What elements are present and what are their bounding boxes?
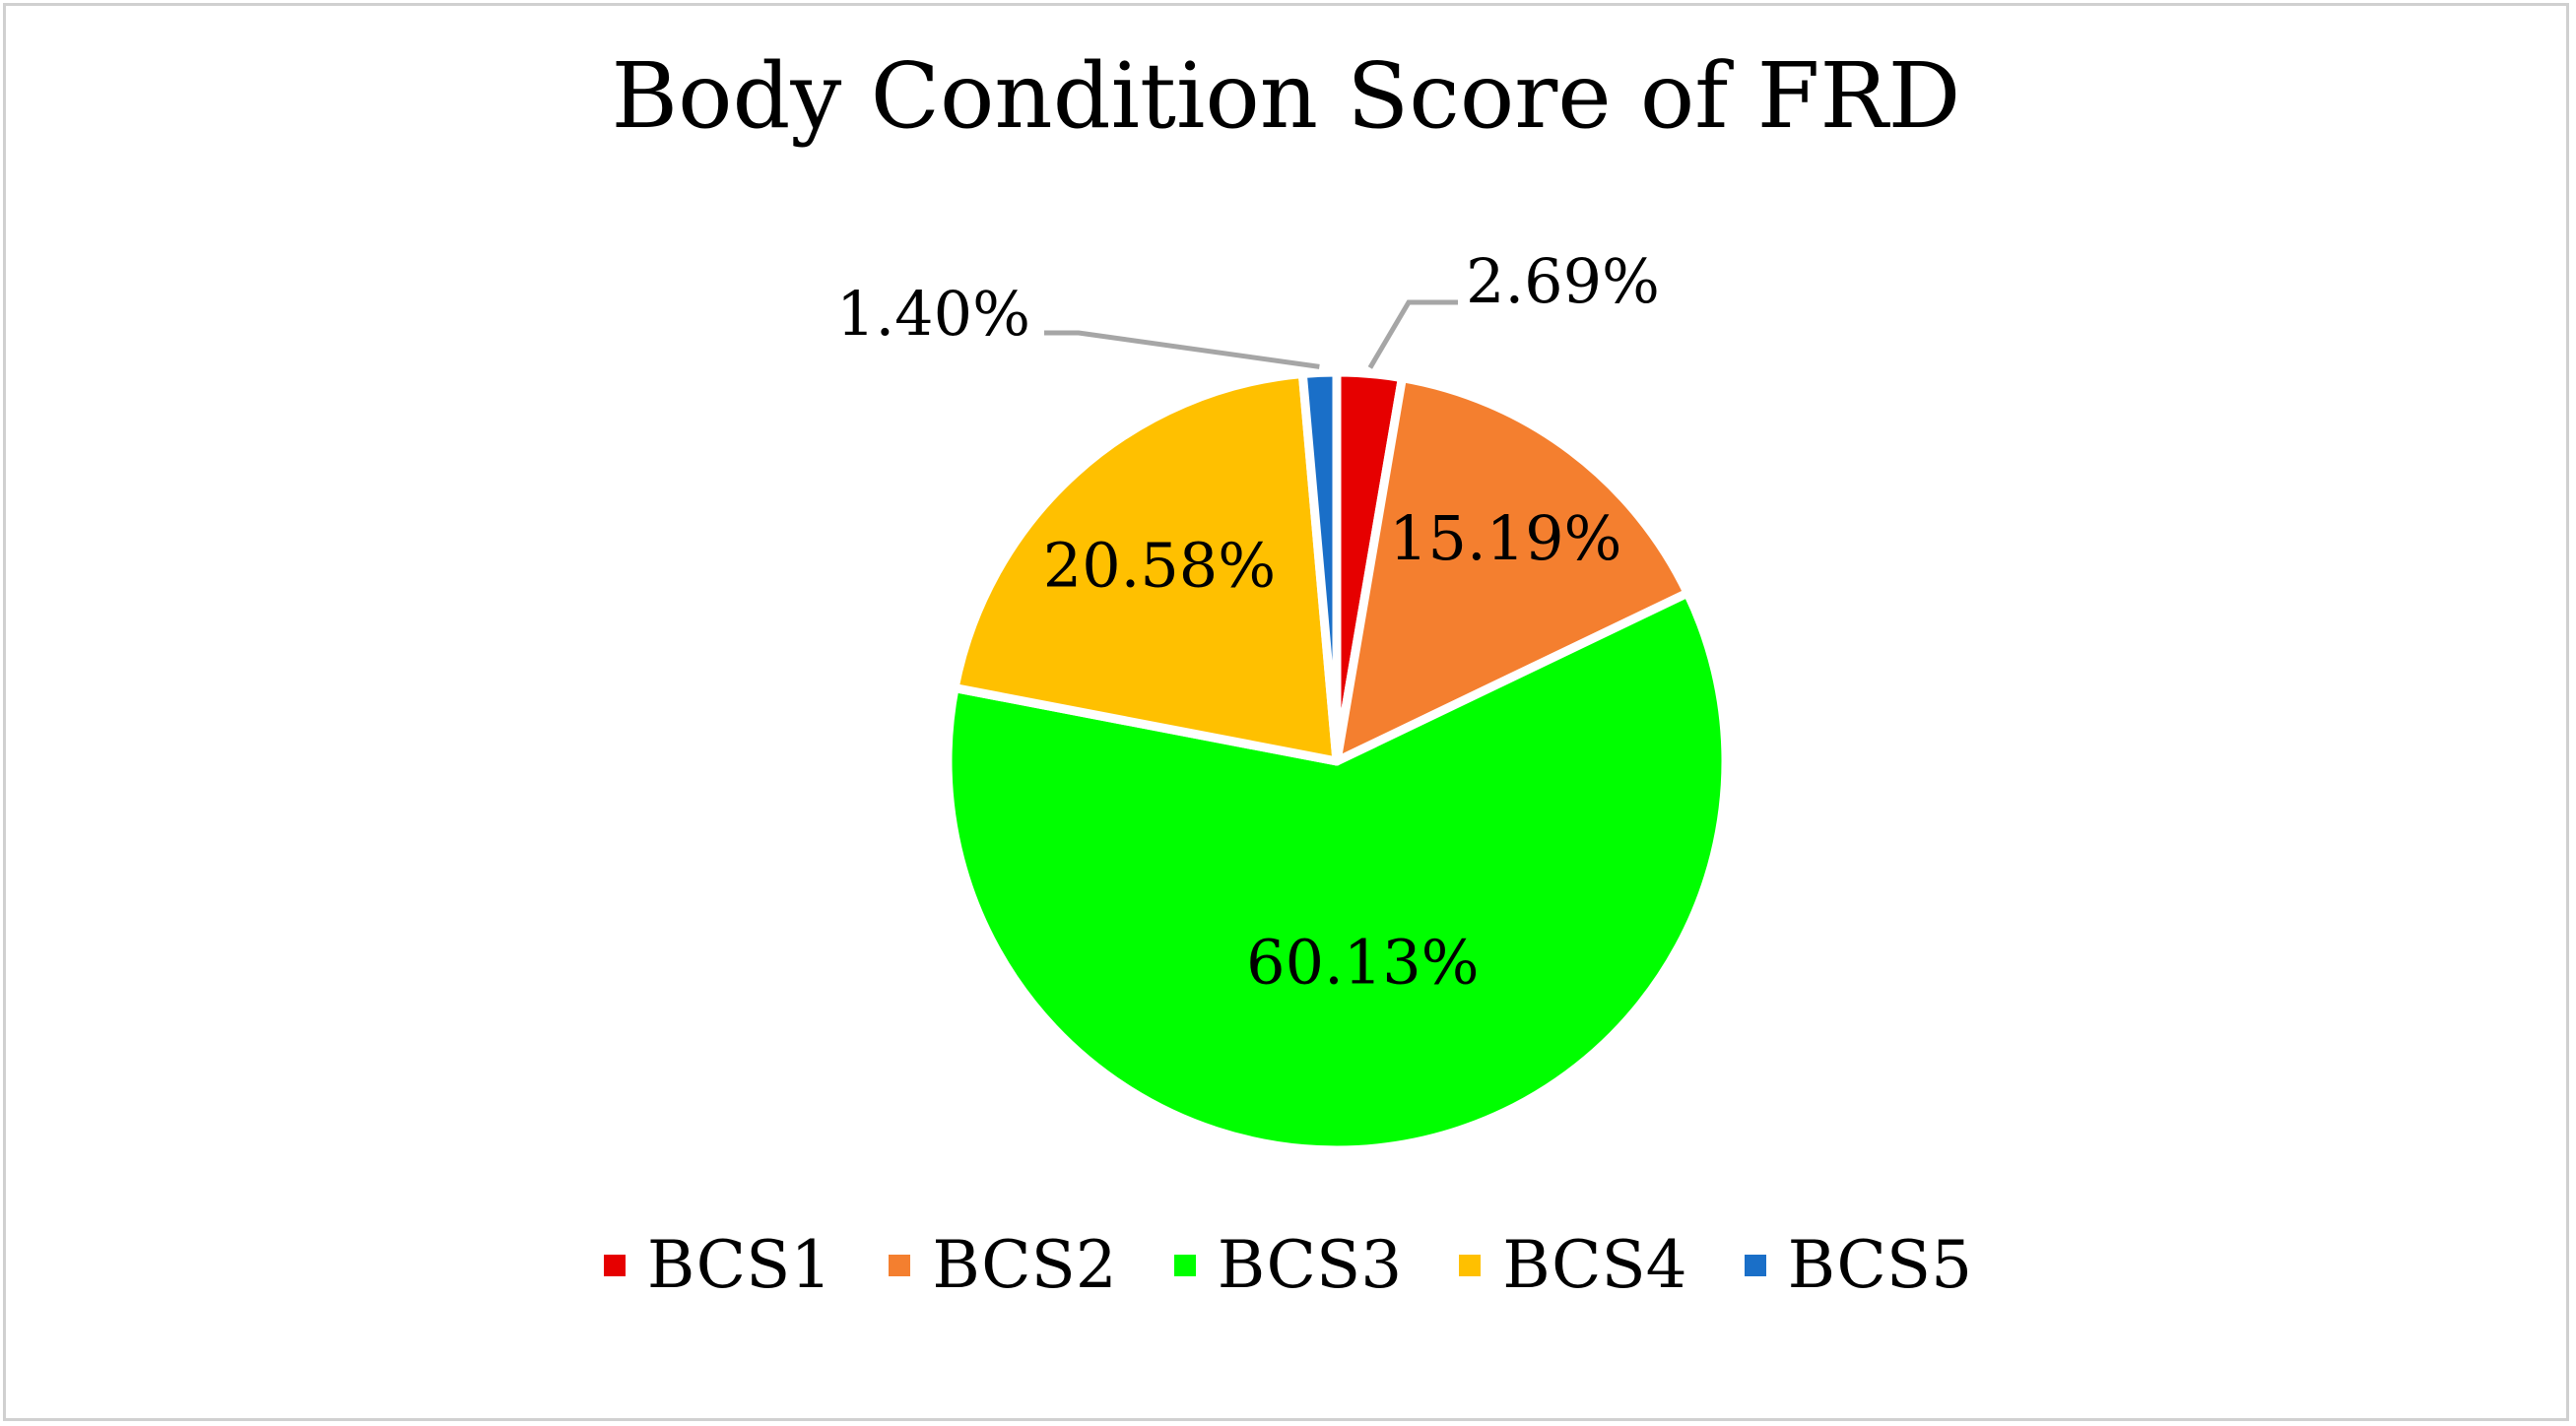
leader-line-bcs1 xyxy=(1367,299,1458,369)
legend-item-bcs2: BCS2 xyxy=(889,1227,1117,1303)
data-label-bcs4: 20.58% xyxy=(1043,530,1276,602)
legend-item-bcs5: BCS5 xyxy=(1744,1227,1973,1303)
legend-swatch-bcs3 xyxy=(1173,1255,1196,1276)
legend-swatch-bcs2 xyxy=(889,1255,911,1276)
legend-swatch-bcs4 xyxy=(1459,1255,1482,1276)
legend-swatch-bcs1 xyxy=(603,1255,626,1276)
legend-label-bcs5: BCS5 xyxy=(1787,1227,1973,1303)
data-label-bcs5: 1.40% xyxy=(836,278,1030,350)
legend-item-bcs3: BCS3 xyxy=(1173,1227,1403,1303)
pie-slice-bcs2 xyxy=(1332,373,1692,766)
data-label-bcs3: 60.13% xyxy=(1246,927,1479,999)
legend-label-bcs2: BCS2 xyxy=(932,1227,1117,1303)
legend-label-bcs4: BCS4 xyxy=(1502,1227,1687,1303)
data-label-bcs2: 15.19% xyxy=(1389,502,1621,574)
pie-slice-bcs5 xyxy=(1297,367,1342,766)
leader-line-bcs5 xyxy=(1044,330,1320,369)
pie-slice-bcs3 xyxy=(943,588,1731,1155)
legend-item-bcs4: BCS4 xyxy=(1459,1227,1687,1303)
data-label-bcs1: 2.69% xyxy=(1466,245,1660,317)
chart-legend: BCS1 BCS2 BCS3 BCS4 BCS5 xyxy=(0,1233,2576,1298)
legend-item-bcs1: BCS1 xyxy=(603,1227,832,1303)
legend-swatch-bcs5 xyxy=(1744,1255,1766,1276)
legend-label-bcs1: BCS1 xyxy=(646,1227,832,1303)
legend-label-bcs3: BCS3 xyxy=(1217,1227,1403,1303)
pie-slice-bcs4 xyxy=(950,369,1342,766)
chart-title: Body Condition Score of FRD xyxy=(611,43,1961,149)
